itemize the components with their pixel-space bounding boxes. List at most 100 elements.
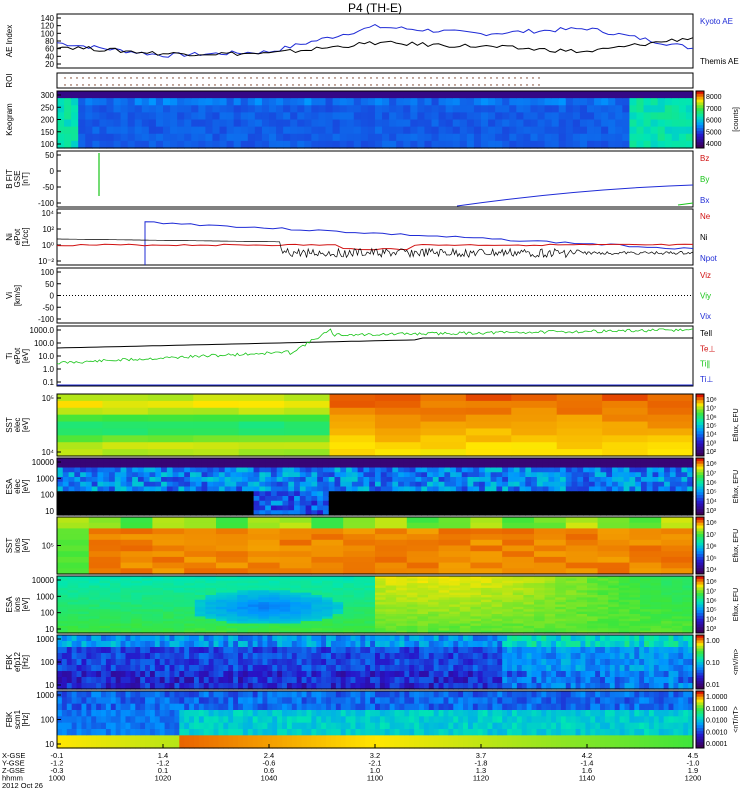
heatmap-cell [449,611,461,615]
heatmap-cell [343,597,355,601]
heatmap-cell [555,621,567,625]
heatmap-cell [343,562,376,569]
heatmap-cell [490,500,498,507]
heatmap-cell [262,653,268,660]
heatmap-cell [343,625,355,629]
heatmap-cell [661,609,673,613]
heatmap-cell [141,112,150,121]
heatmap-cell [600,500,607,507]
heatmap-cell [259,500,266,507]
heatmap-cell [353,126,362,135]
heatmap-cell [661,602,673,606]
heatmap-cell [318,112,327,121]
heatmap-cell [681,467,688,473]
heatmap-cell [120,671,127,678]
heatmap-cell [661,618,673,622]
heatmap-cell [159,641,166,648]
heatmap-cell [577,458,584,464]
heatmap-cell [531,491,538,497]
heatmap-cell [353,599,365,603]
heatmap-cell [481,625,493,629]
heatmap-cell [66,635,73,642]
heatmap-cell [622,91,630,99]
heatmap-cell [233,133,242,142]
heatmap-cell [658,467,665,473]
heatmap-cell [164,665,171,672]
heatmap-cell [384,665,391,672]
heatmap-cell [455,496,463,502]
heatmap-cell [343,621,355,625]
heatmap-cell [513,472,521,478]
heatmap-cell [193,407,240,416]
heatmap-cell [572,91,581,99]
heatmap-cell [262,635,268,642]
heatmap-cell [519,458,526,464]
heatmap-cell [257,683,264,690]
heatmap-cell [459,580,471,584]
heatmap-cell [91,659,97,666]
heatmap-cell [288,505,295,511]
roi-dot [394,77,396,79]
heatmap-cell [682,597,694,601]
heatmap-cell [587,126,595,135]
heatmap-cell [583,510,590,516]
heatmap-cell [120,576,132,579]
heatmap-cell [114,491,122,497]
heatmap-cell [105,671,112,678]
roi-dot [226,84,228,86]
heatmap-cell [297,133,305,142]
heatmap-cell [661,606,673,610]
heatmap-cell [512,621,524,625]
heatmap-cell [594,496,602,502]
heatmap-cell [173,609,185,613]
roi-dot [112,77,114,79]
heatmap-cell [650,119,659,128]
heatmap-cell [343,556,376,564]
heatmap-cell [379,677,386,684]
colorbar-cell [696,528,704,532]
heatmap-cell [226,98,235,106]
heatmap-cell [57,602,69,606]
heatmap-cell [481,597,493,601]
heatmap-cell [502,517,535,524]
heatmap-cell [554,491,561,497]
heatmap-cell [398,458,405,464]
heatmap-cell [375,491,382,497]
heatmap-cell [99,609,111,613]
heatmap-cell [173,614,185,617]
heatmap-cell [78,576,90,579]
heatmap-cell [145,683,151,690]
heatmap-cell [629,458,636,464]
roi-dot [250,84,252,86]
heatmap-cell [276,496,284,502]
heatmap-cell [583,491,590,497]
heatmap-cell [438,641,445,648]
heatmap-cell [353,623,365,627]
heatmap-cell [184,568,217,575]
heatmap-cell [131,628,143,632]
heatmap-cell [247,500,255,507]
heatmap-cell [618,609,630,613]
heatmap-cell [174,647,180,654]
heatmap-cell [465,435,512,443]
heatmap-cell [299,500,307,507]
heatmap-cell [194,618,206,622]
heatmap-cell [417,133,426,142]
heatmap-cell [618,599,630,603]
heatmap-cell [78,590,90,594]
heatmap-cell [519,500,526,507]
heatmap-cell [424,119,433,128]
colorbar-unit: Eflux, EFU [733,408,740,441]
heatmap-cell [343,578,355,582]
heatmap-cell [276,486,284,492]
heatmap-cell [343,592,355,596]
heatmap-cell [265,496,272,502]
heatmap-cell [640,621,652,625]
heatmap-cell [276,500,284,507]
heatmap-cell [177,91,185,99]
heatmap-cell [597,602,609,606]
heatmap-cell [459,597,471,601]
colorbar-cell [696,469,704,473]
heatmap-cell [548,458,555,464]
heatmap-cell [523,126,532,135]
